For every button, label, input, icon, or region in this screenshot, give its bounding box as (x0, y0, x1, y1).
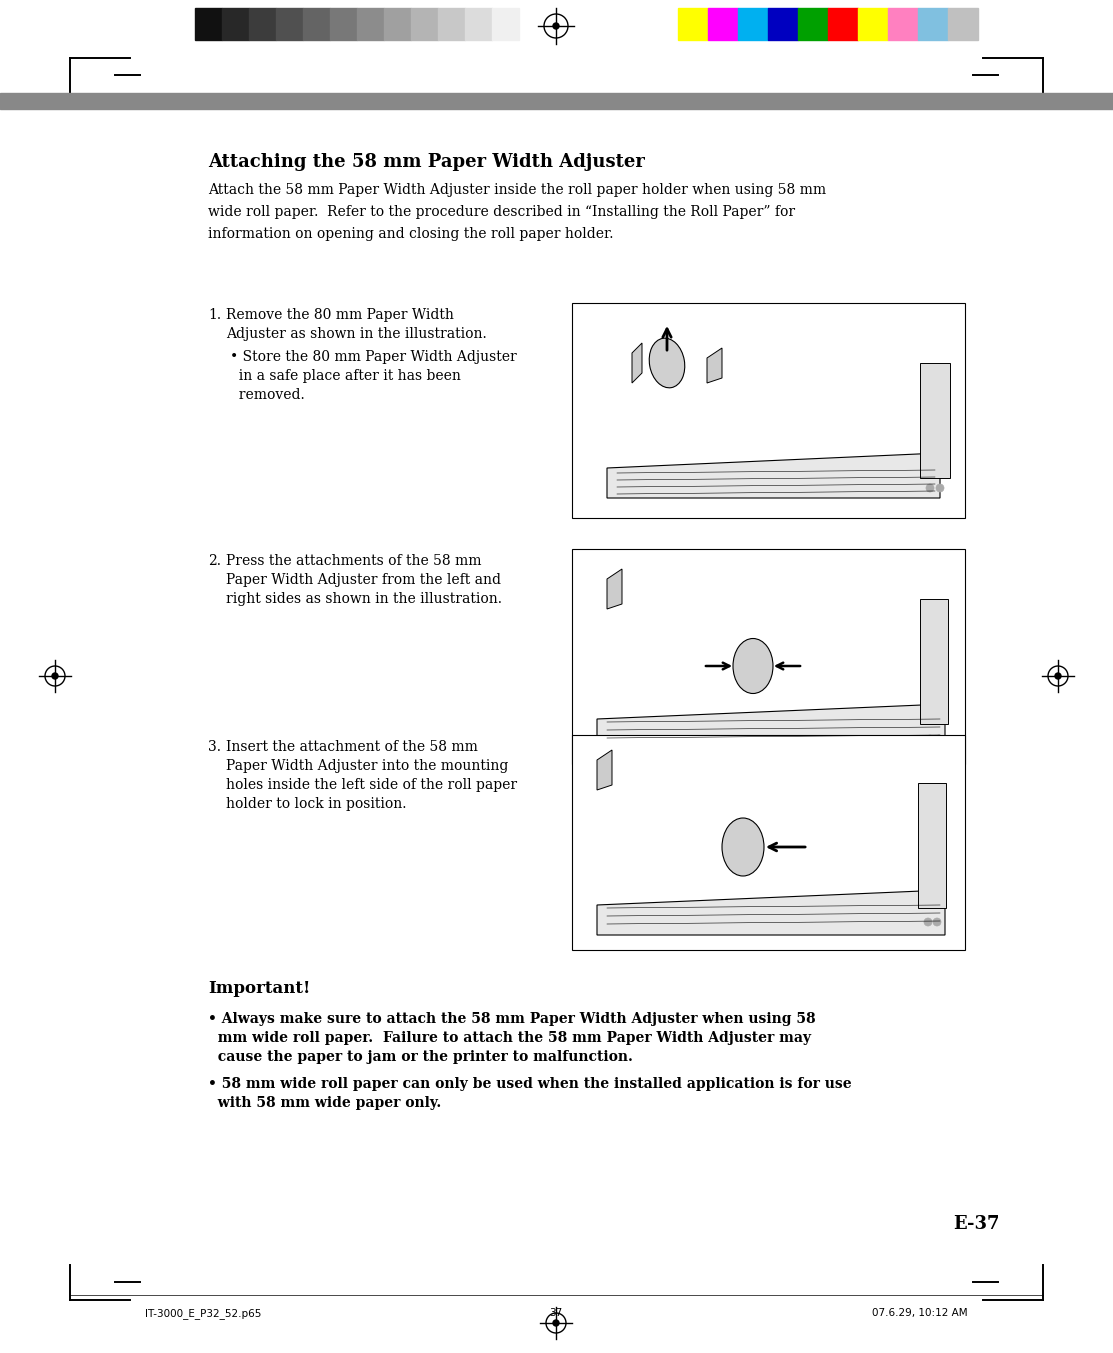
Circle shape (936, 484, 944, 492)
Text: Insert the attachment of the 58 mm: Insert the attachment of the 58 mm (226, 740, 477, 754)
Bar (465, 8, 492, 41)
Bar (918, 783, 946, 908)
Bar (858, 8, 888, 41)
Bar (678, 8, 708, 41)
Bar (439, 8, 465, 41)
Circle shape (553, 1321, 559, 1326)
Text: right sides as shown in the illustration.: right sides as shown in the illustration… (226, 593, 502, 606)
Bar (888, 8, 918, 41)
Circle shape (553, 23, 559, 28)
Bar (195, 8, 221, 41)
Bar (738, 8, 768, 41)
Bar (920, 363, 951, 478)
Text: mm wide roll paper.  Failure to attach the 58 mm Paper Width Adjuster may: mm wide roll paper. Failure to attach th… (208, 1031, 811, 1045)
Circle shape (924, 917, 932, 925)
Ellipse shape (722, 819, 764, 875)
Bar (572, 735, 965, 950)
Bar (948, 8, 978, 41)
Text: 3.: 3. (208, 740, 221, 754)
Text: • Always make sure to attach the 58 mm Paper Width Adjuster when using 58: • Always make sure to attach the 58 mm P… (208, 1012, 816, 1026)
Bar (768, 8, 798, 41)
Bar (828, 8, 858, 41)
Bar (357, 8, 384, 41)
Ellipse shape (649, 338, 684, 388)
Text: Adjuster as shown in the illustration.: Adjuster as shown in the illustration. (226, 327, 486, 341)
Circle shape (52, 672, 58, 679)
Text: in a safe place after it has been: in a safe place after it has been (230, 369, 461, 383)
Bar (249, 8, 276, 41)
Circle shape (935, 735, 943, 743)
Circle shape (926, 735, 934, 743)
Text: wide roll paper.  Refer to the procedure described in “Installing the Roll Paper: wide roll paper. Refer to the procedure … (208, 204, 795, 219)
Polygon shape (707, 348, 722, 383)
Bar (276, 8, 303, 41)
Bar (798, 8, 828, 41)
Text: Remove the 80 mm Paper Width: Remove the 80 mm Paper Width (226, 308, 454, 322)
Text: with 58 mm wide paper only.: with 58 mm wide paper only. (208, 1096, 441, 1109)
Bar (329, 8, 357, 41)
Bar (384, 8, 411, 41)
Circle shape (926, 484, 934, 492)
Bar (918, 8, 948, 41)
Text: cause the paper to jam or the printer to malfunction.: cause the paper to jam or the printer to… (208, 1050, 633, 1063)
Text: 07.6.29, 10:12 AM: 07.6.29, 10:12 AM (873, 1308, 968, 1318)
Circle shape (1055, 672, 1061, 679)
Text: holder to lock in position.: holder to lock in position. (226, 797, 406, 810)
Bar (411, 8, 439, 41)
Text: 37: 37 (550, 1308, 563, 1318)
Text: Press the attachments of the 58 mm: Press the attachments of the 58 mm (226, 553, 482, 568)
Bar (303, 8, 329, 41)
Circle shape (933, 917, 940, 925)
Text: Important!: Important! (208, 980, 311, 997)
Bar (708, 8, 738, 41)
Text: 2.: 2. (208, 553, 221, 568)
Polygon shape (597, 704, 945, 750)
Polygon shape (597, 750, 612, 790)
Polygon shape (607, 570, 622, 609)
Bar (572, 549, 965, 764)
Text: 1.: 1. (208, 308, 221, 322)
Text: Attaching the 58 mm Paper Width Adjuster: Attaching the 58 mm Paper Width Adjuster (208, 153, 644, 170)
Text: E-37: E-37 (954, 1215, 999, 1233)
Text: IT-3000_E_P32_52.p65: IT-3000_E_P32_52.p65 (145, 1308, 262, 1319)
Text: Attach the 58 mm Paper Width Adjuster inside the roll paper holder when using 58: Attach the 58 mm Paper Width Adjuster in… (208, 183, 826, 198)
Bar (221, 8, 249, 41)
Bar (920, 599, 948, 724)
Text: Paper Width Adjuster from the left and: Paper Width Adjuster from the left and (226, 574, 501, 587)
Bar (492, 8, 519, 41)
Text: • Store the 80 mm Paper Width Adjuster: • Store the 80 mm Paper Width Adjuster (230, 350, 516, 364)
Polygon shape (607, 453, 940, 498)
Bar (572, 303, 965, 518)
Text: Paper Width Adjuster into the mounting: Paper Width Adjuster into the mounting (226, 759, 509, 773)
Text: removed.: removed. (230, 388, 305, 402)
Text: holes inside the left side of the roll paper: holes inside the left side of the roll p… (226, 778, 518, 792)
Text: information on opening and closing the roll paper holder.: information on opening and closing the r… (208, 227, 613, 241)
Polygon shape (632, 344, 642, 383)
Polygon shape (597, 890, 945, 935)
Ellipse shape (733, 639, 774, 694)
Text: • 58 mm wide roll paper can only be used when the installed application is for u: • 58 mm wide roll paper can only be used… (208, 1077, 851, 1091)
Bar (0, 93, 1113, 110)
